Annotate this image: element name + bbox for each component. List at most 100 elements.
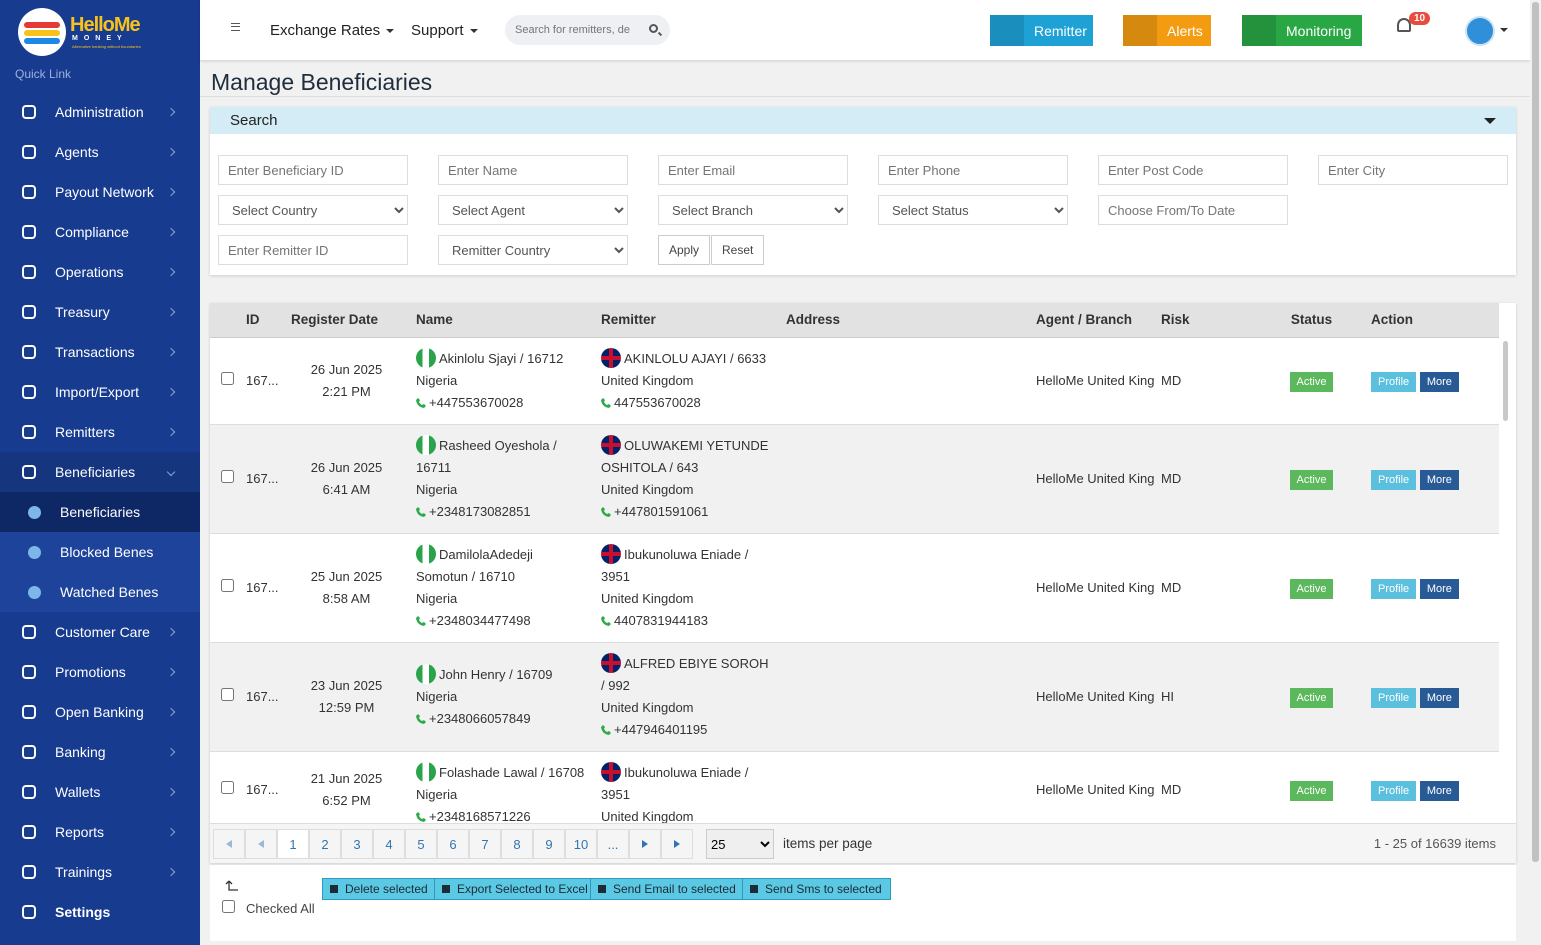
menu-item[interactable]: Trainings [0, 852, 200, 892]
status-button[interactable]: Active [1289, 371, 1334, 392]
menu-item[interactable]: Agents [0, 132, 200, 172]
page-prev[interactable] [245, 829, 277, 859]
menu-item[interactable]: Remitters [0, 412, 200, 452]
cell [779, 533, 1029, 643]
profile-button[interactable]: Profile [1371, 780, 1417, 801]
row-checkbox[interactable] [221, 470, 234, 483]
bulk-button[interactable]: Export Selected to Excel [434, 878, 597, 900]
text-input[interactable] [1098, 155, 1288, 185]
row-checkbox[interactable] [221, 579, 234, 592]
text-input[interactable] [1318, 155, 1508, 185]
more-button[interactable]: More [1419, 687, 1459, 708]
status-button[interactable]: Active [1289, 578, 1334, 599]
menu-item[interactable]: Reports [0, 812, 200, 852]
page-button[interactable]: 4 [373, 829, 405, 859]
top-button[interactable]: Remitter [990, 15, 1093, 46]
page-button[interactable]: 5 [405, 829, 437, 859]
profile-button[interactable]: Profile [1371, 371, 1417, 392]
top-button[interactable]: Monitoring [1242, 15, 1362, 46]
menu-item[interactable]: Settings [0, 892, 200, 932]
page-last[interactable] [661, 829, 693, 859]
menu-toggle[interactable] [231, 23, 240, 31]
nav-link[interactable]: Exchange Rates [270, 22, 395, 39]
row-checkbox[interactable] [221, 688, 234, 701]
risk-cell: MD [1154, 424, 1259, 534]
more-button[interactable]: More [1419, 578, 1459, 599]
row-checkbox[interactable] [221, 372, 234, 385]
bell[interactable] [1397, 18, 1411, 32]
select[interactable]: Remitter Country [438, 235, 628, 265]
page-button[interactable]: 3 [341, 829, 373, 859]
menu-item[interactable]: Operations [0, 252, 200, 292]
menu-item[interactable]: Compliance [0, 212, 200, 252]
flag [601, 652, 621, 673]
profile-button[interactable]: Profile [1371, 578, 1417, 599]
select[interactable]: Select Country [218, 195, 408, 225]
menu-item[interactable]: Administration [0, 92, 200, 132]
text-input[interactable] [438, 155, 628, 185]
menu-item[interactable]: Payout Network [0, 172, 200, 212]
more-button[interactable]: More [1419, 780, 1459, 801]
date-input[interactable] [1098, 195, 1288, 225]
cell: 26 Jun 2025 6:41 AM [284, 424, 409, 534]
page-next[interactable] [629, 829, 661, 859]
search-input[interactable] [505, 15, 670, 45]
top-button[interactable]: Alerts [1123, 15, 1211, 46]
status-button[interactable]: Active [1289, 469, 1334, 490]
submenu-label: Blocked Benes [60, 544, 154, 560]
menu-item[interactable]: Transactions [0, 332, 200, 372]
row-checkbox[interactable] [221, 781, 234, 794]
name-line: Rasheed Oyeshola / 16711 [416, 434, 587, 479]
page-size[interactable]: 25 [706, 829, 774, 859]
avatar[interactable] [1465, 16, 1495, 46]
more-button[interactable]: More [1419, 469, 1459, 490]
check-all[interactable] [222, 900, 235, 913]
header-cell: Action [1364, 303, 1499, 338]
collapse-toggle[interactable] [1484, 118, 1496, 124]
reset-button[interactable]: Reset [711, 235, 765, 265]
text-input[interactable] [218, 155, 408, 185]
nav-link[interactable]: Support [411, 22, 478, 39]
profile-button[interactable]: Profile [1371, 469, 1417, 490]
menu-item[interactable]: Treasury [0, 292, 200, 332]
page-button[interactable]: 8 [501, 829, 533, 859]
text-input[interactable] [218, 235, 408, 265]
bulk-button[interactable]: Delete selected [322, 878, 437, 900]
status-button[interactable]: Active [1289, 687, 1334, 708]
bulk-button[interactable]: Send Email to selected [590, 878, 745, 900]
page-button[interactable]: 1 [277, 829, 309, 859]
menu-item[interactable]: Customer Care [0, 612, 200, 652]
bulk-button[interactable]: Send Sms to selected [742, 878, 891, 900]
page-button[interactable]: 2 [309, 829, 341, 859]
menu-item[interactable]: Banking [0, 732, 200, 772]
submenu-item[interactable]: Watched Benes [0, 572, 200, 612]
profile-button[interactable]: Profile [1371, 687, 1417, 708]
apply-button[interactable]: Apply [658, 235, 711, 265]
menu-item[interactable]: Import/Export [0, 372, 200, 412]
select[interactable]: Select Status [878, 195, 1068, 225]
page-first[interactable] [213, 829, 245, 859]
page-button[interactable]: 9 [533, 829, 565, 859]
page-ellipsis[interactable]: ... [597, 829, 629, 859]
menu-item[interactable]: Promotions [0, 652, 200, 692]
cell: Active [1259, 642, 1364, 752]
menu-item[interactable]: Open Banking [0, 692, 200, 732]
cell: 21 Jun 2025 6:52 PM [284, 751, 409, 824]
page-button[interactable]: 6 [437, 829, 469, 859]
button-icon [1123, 15, 1157, 46]
menu-item[interactable]: Beneficiaries [0, 452, 200, 492]
menu-item[interactable]: Wallets [0, 772, 200, 812]
menu-label: Agents [55, 144, 99, 160]
cell: Akinlolu Sjayi / 16712 Nigeria +4475536700… [409, 337, 594, 425]
text-input[interactable] [658, 155, 848, 185]
select[interactable]: Select Branch [658, 195, 848, 225]
select[interactable]: Select Agent [438, 195, 628, 225]
page-button[interactable]: 10 [565, 829, 597, 859]
text-input[interactable] [878, 155, 1068, 185]
more-button[interactable]: More [1419, 371, 1459, 392]
status-button[interactable]: Active [1289, 780, 1334, 801]
submenu-item[interactable]: Blocked Benes [0, 532, 200, 572]
submenu-item[interactable]: Beneficiaries [0, 492, 200, 532]
page-button[interactable]: 7 [469, 829, 501, 859]
nav-label: Support [411, 22, 464, 39]
